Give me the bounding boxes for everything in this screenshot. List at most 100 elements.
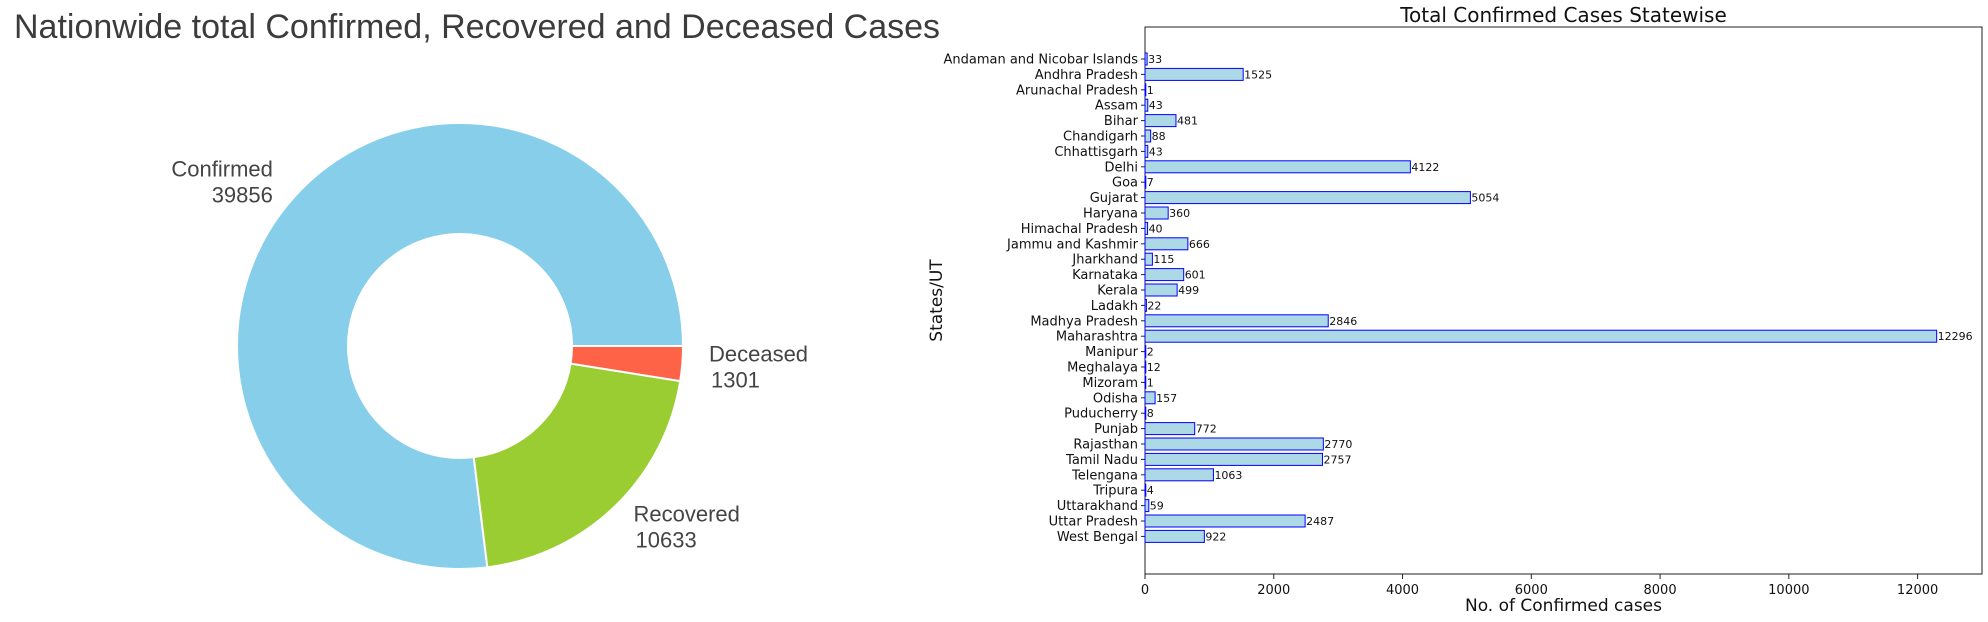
bar-value-label: 360 — [1169, 207, 1190, 220]
bar — [1144, 452, 1324, 466]
bar-value-label: 7 — [1147, 176, 1154, 189]
bar — [1144, 160, 1411, 174]
bar-value-label: 12 — [1147, 361, 1161, 374]
y-tick-label: Karnataka — [1072, 268, 1138, 283]
y-tick-label: West Bengal — [1057, 530, 1138, 545]
y-tick-label: Maharashtra — [1056, 330, 1138, 345]
bar — [1144, 529, 1205, 543]
bar-value-label: 601 — [1185, 269, 1206, 282]
y-tick-label: Delhi — [1105, 160, 1138, 175]
y-tick-label: Puducherry — [1064, 407, 1138, 422]
bar-value-label: 2487 — [1306, 515, 1334, 528]
donut-label-name: Deceased — [709, 342, 808, 367]
bar — [1144, 499, 1150, 513]
bar-value-label: 2770 — [1324, 438, 1352, 451]
y-tick-label: Punjab — [1094, 422, 1138, 437]
y-tick-label: Haryana — [1083, 207, 1138, 222]
bar-value-label: 12296 — [1938, 330, 1973, 343]
bar-value-label: 40 — [1149, 222, 1163, 235]
bar-value-label: 666 — [1189, 238, 1210, 251]
donut-label-name: Confirmed — [171, 157, 272, 182]
bar — [1144, 391, 1156, 405]
x-axis-label: No. of Confirmed cases — [1465, 596, 1662, 616]
y-tick-label: Arunachal Pradesh — [1016, 83, 1138, 98]
bar — [1144, 437, 1324, 451]
bar — [1144, 129, 1152, 143]
bar — [1144, 175, 1147, 189]
bar — [1144, 268, 1185, 282]
bar-value-label: 1 — [1147, 84, 1154, 97]
bar — [1144, 191, 1471, 205]
bar — [1144, 406, 1147, 420]
y-tick-label: Uttar Pradesh — [1049, 515, 1138, 530]
bar-value-label: 2757 — [1324, 453, 1352, 466]
bar-value-label: 5054 — [1471, 192, 1499, 205]
bar — [1144, 514, 1306, 528]
bar-value-label: 4122 — [1411, 161, 1439, 174]
donut-label-value: 39856 — [212, 183, 273, 208]
x-tick-label: 0 — [1141, 583, 1149, 598]
y-tick-label: Ladakh — [1091, 299, 1138, 314]
bar — [1144, 114, 1177, 128]
bar — [1144, 422, 1196, 436]
bar — [1144, 283, 1178, 297]
y-tick-label: Telengana — [1071, 468, 1138, 483]
bar-value-label: 481 — [1177, 115, 1198, 128]
y-tick-label: Andhra Pradesh — [1035, 68, 1138, 83]
y-tick-label: Uttarakhand — [1057, 499, 1138, 514]
bar — [1144, 375, 1147, 389]
x-tick-label: 4000 — [1386, 583, 1419, 598]
y-tick-label: Jammu and Kashmir — [1006, 237, 1139, 252]
y-tick-label: Manipur — [1085, 345, 1139, 360]
y-tick-label: Odisha — [1093, 391, 1138, 406]
bar — [1144, 298, 1147, 312]
y-tick-label: Jharkhand — [1071, 253, 1138, 268]
bar-value-label: 772 — [1196, 423, 1217, 436]
bar — [1144, 360, 1147, 374]
bar-value-label: 43 — [1149, 145, 1163, 158]
y-tick-label: Goa — [1112, 176, 1138, 191]
bar — [1144, 483, 1147, 497]
bar-value-label: 922 — [1205, 530, 1226, 543]
x-tick-label: 2000 — [1257, 583, 1290, 598]
y-tick-label: Rajasthan — [1073, 438, 1138, 453]
y-tick-label: Chandigarh — [1063, 130, 1138, 145]
bar — [1144, 67, 1244, 81]
y-tick-label: Chhattisgarh — [1054, 145, 1138, 160]
x-tick-label: 8000 — [1644, 583, 1677, 598]
bar-value-label: 33 — [1148, 53, 1162, 66]
y-tick-label: Andaman and Nicobar Islands — [943, 53, 1138, 68]
bar-value-label: 2846 — [1329, 315, 1357, 328]
x-tick-label: 6000 — [1515, 583, 1548, 598]
donut-label-name: Recovered — [634, 502, 740, 527]
bar-chart-title: Total Confirmed Cases Statewise — [1399, 3, 1727, 27]
y-tick-label: Bihar — [1104, 114, 1139, 129]
y-tick-label: Mizoram — [1082, 376, 1138, 391]
bar-value-label: 59 — [1150, 500, 1164, 513]
donut-label-value: 1301 — [711, 368, 760, 393]
bar — [1144, 83, 1147, 97]
bar-value-label: 2 — [1147, 346, 1154, 359]
bar — [1144, 221, 1149, 235]
bar-value-label: 157 — [1156, 392, 1177, 405]
y-tick-label: Tamil Nadu — [1065, 453, 1138, 468]
bar — [1144, 252, 1153, 266]
x-tick-label: 12000 — [1897, 583, 1938, 598]
x-tick-label: 10000 — [1768, 583, 1809, 598]
bar — [1144, 206, 1169, 220]
bar-value-label: 22 — [1147, 299, 1161, 312]
donut-slice-deceased — [569, 345, 685, 383]
bar — [1144, 98, 1149, 112]
y-tick-label: Meghalaya — [1067, 361, 1138, 376]
bar-value-label: 88 — [1152, 130, 1166, 143]
bar-value-label: 1063 — [1214, 469, 1242, 482]
bar — [1144, 329, 1938, 343]
bar-value-label: 1525 — [1244, 68, 1272, 81]
bar-value-label: 8 — [1147, 407, 1154, 420]
y-tick-label: Assam — [1095, 99, 1138, 114]
bar — [1144, 237, 1189, 251]
bar-value-label: 4 — [1147, 484, 1154, 497]
